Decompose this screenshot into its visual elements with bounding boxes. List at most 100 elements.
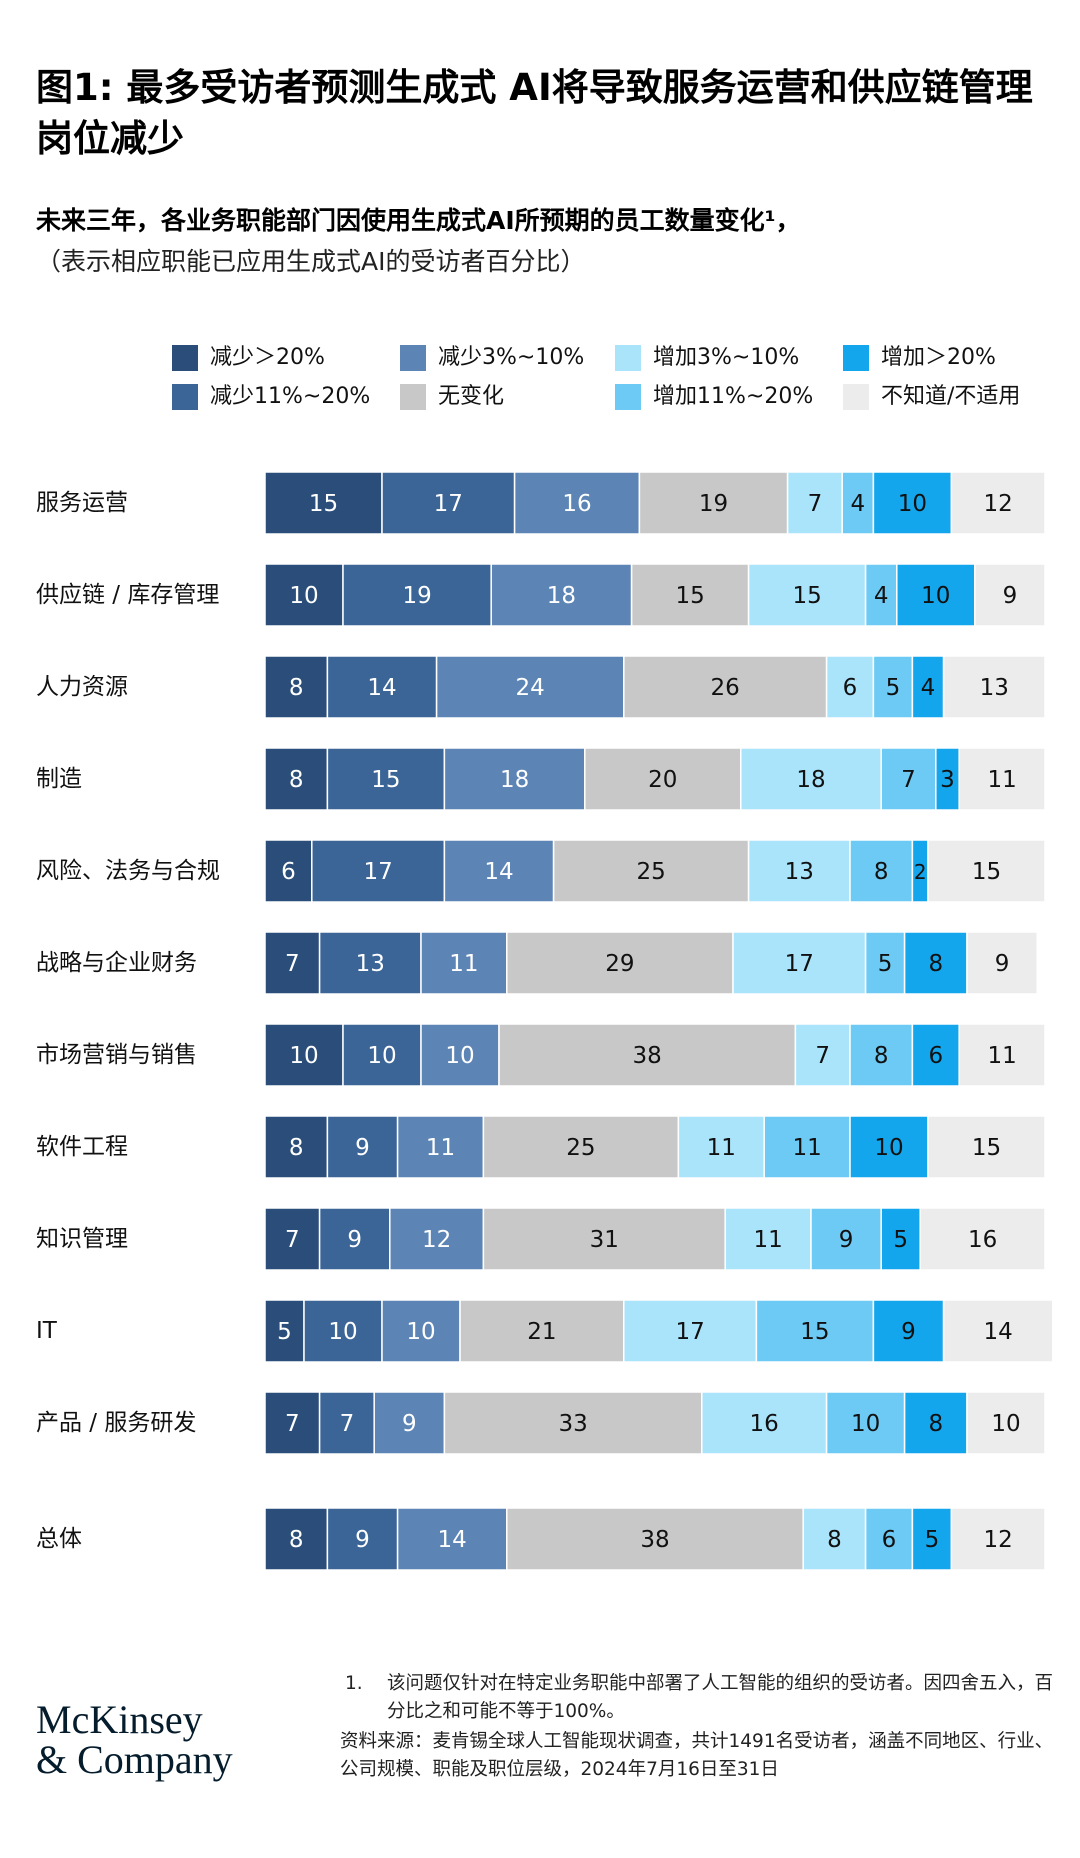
bar-segment-inc-3-10: [701, 1391, 828, 1455]
data-label: 9: [839, 1227, 854, 1253]
data-label: 10: [406, 1319, 435, 1345]
chart-subnote: （表示相应职能已应用生成式AI的受访者百分比）: [36, 247, 586, 276]
bar-segment-dec-over-20: [264, 563, 344, 627]
bar-segment-dec-3-10: [389, 1207, 485, 1271]
legend-label: 增加＞20%: [881, 345, 996, 370]
legend-item-increase-11-20: 增加11%~20%: [615, 382, 813, 412]
legend-swatch: [172, 345, 198, 371]
data-label: 11: [753, 1227, 782, 1253]
data-label: 18: [500, 767, 529, 793]
row-label-risk-legal: 风险、法务与合规: [36, 858, 220, 884]
data-label: 24: [516, 675, 545, 701]
data-label: 6: [882, 1527, 897, 1553]
data-label: 11: [426, 1135, 455, 1161]
bar-segment-dec-over-20: [264, 1115, 329, 1179]
data-label: 9: [1003, 583, 1018, 609]
data-label: 6: [843, 675, 858, 701]
data-label: 17: [785, 951, 814, 977]
data-label: 16: [968, 1227, 997, 1253]
data-label: 16: [750, 1411, 779, 1437]
data-label: 38: [633, 1043, 662, 1069]
data-label: 3: [940, 767, 955, 793]
legend-item-decrease-3-10: 减少3%~10%: [400, 343, 584, 373]
bar-segment-no-change: [630, 563, 750, 627]
bar-segment-inc-11-20: [880, 747, 937, 811]
bar-segment-no-change: [482, 1115, 680, 1179]
data-label: 7: [901, 767, 916, 793]
bar-segment-dont-know: [950, 471, 1046, 535]
bar-segment-inc-over-20: [911, 1507, 953, 1571]
row-label-hr: 人力资源: [36, 674, 128, 700]
bar-segment-no-change: [623, 655, 828, 719]
bar-segment-dec-over-20: [264, 1023, 344, 1087]
chart-title: 图1: 最多受访者预测生成式 AI将导致服务运营和供应链管理岗位减少: [36, 66, 1033, 160]
bar-segment-no-change: [506, 1507, 804, 1571]
legend-item-no-change: 无变化: [400, 382, 504, 412]
data-label: 7: [815, 1043, 830, 1069]
bar-segment-no-change: [443, 1391, 703, 1455]
row-label-product-rd: 产品 / 服务研发: [36, 1410, 197, 1436]
data-label: 4: [874, 583, 889, 609]
logo-line-2: & Company: [36, 1737, 233, 1782]
bar-segment-dec-11-20: [342, 563, 492, 627]
bar-segment-inc-3-10: [732, 931, 867, 995]
bar-segment-dont-know: [958, 1023, 1046, 1087]
legend-item-increase-over-20: 增加＞20%: [843, 343, 996, 373]
data-label: 7: [808, 491, 823, 517]
bar-segment-dec-over-20: [264, 1207, 321, 1271]
data-label: 5: [277, 1319, 292, 1345]
footnote: 1. 该问题仅针对在特定业务职能中部署了人工智能的组织的受访者。因四舍五入，百分…: [345, 1670, 1060, 1726]
data-label: 9: [355, 1135, 370, 1161]
row-label-strategy-finance: 战略与企业财务: [36, 950, 197, 976]
data-label: 11: [792, 1135, 821, 1161]
bar-segment-dec-3-10: [396, 1115, 485, 1179]
bar-segment-inc-3-10: [677, 1115, 765, 1179]
bar-segment-dont-know: [974, 563, 1046, 627]
data-label: 10: [991, 1411, 1020, 1437]
source-note: 资料来源：麦肯锡全球人工智能现状调查，共计1491名受访者，涵盖不同地区、行业、…: [340, 1731, 1054, 1780]
data-label: 8: [289, 675, 304, 701]
data-label: 15: [972, 859, 1001, 885]
bar-segment-inc-over-20: [911, 1023, 960, 1087]
bar-segment-dec-over-20: [264, 747, 329, 811]
mckinsey-logo: McKinsey & Company: [36, 1700, 233, 1780]
data-label: 20: [648, 767, 677, 793]
bar-segment-inc-3-10: [786, 471, 843, 535]
data-label: 10: [898, 491, 927, 517]
data-label: 13: [785, 859, 814, 885]
logo-line-1: McKinsey: [36, 1697, 203, 1742]
legend-item-dont-know: 不知道/不适用: [843, 382, 1020, 412]
row-label-supply-chain: 供应链 / 库存管理: [36, 582, 220, 608]
bar-segment-dec-3-10: [490, 563, 633, 627]
data-label: 9: [995, 951, 1010, 977]
data-label: 10: [289, 583, 318, 609]
bar-segment-inc-3-10: [802, 1507, 867, 1571]
bar-segment-dec-over-20: [264, 931, 321, 995]
data-label: 25: [566, 1135, 595, 1161]
row-label-marketing-sales: 市场营销与销售: [36, 1042, 197, 1068]
data-label: 9: [347, 1227, 362, 1253]
bar-segment-inc-11-20: [849, 1023, 914, 1087]
data-label: 9: [402, 1411, 417, 1437]
data-label: 2: [914, 860, 927, 884]
data-label: 10: [874, 1135, 903, 1161]
bar-segment-dec-over-20: [264, 839, 313, 903]
legend-item-decrease-over-20: 减少＞20%: [172, 343, 325, 373]
bar-segment-dec-3-10: [396, 1507, 508, 1571]
legend-swatch: [400, 345, 426, 371]
data-label: 7: [285, 951, 300, 977]
bar-segment-dec-11-20: [381, 471, 516, 535]
bar-segment-inc-over-20: [903, 931, 968, 995]
data-label: 11: [987, 1043, 1016, 1069]
bar-segment-inc-3-10: [724, 1207, 812, 1271]
bar-segment-dont-know: [950, 1507, 1046, 1571]
data-label: 8: [874, 859, 889, 885]
data-label: 4: [850, 491, 865, 517]
legend-label: 不知道/不适用: [881, 384, 1021, 409]
data-label: 9: [355, 1527, 370, 1553]
bar-segment-inc-3-10: [747, 563, 867, 627]
row-label-it: IT: [36, 1318, 57, 1344]
data-label: 7: [340, 1411, 355, 1437]
bar-segment-dec-3-10: [443, 747, 586, 811]
